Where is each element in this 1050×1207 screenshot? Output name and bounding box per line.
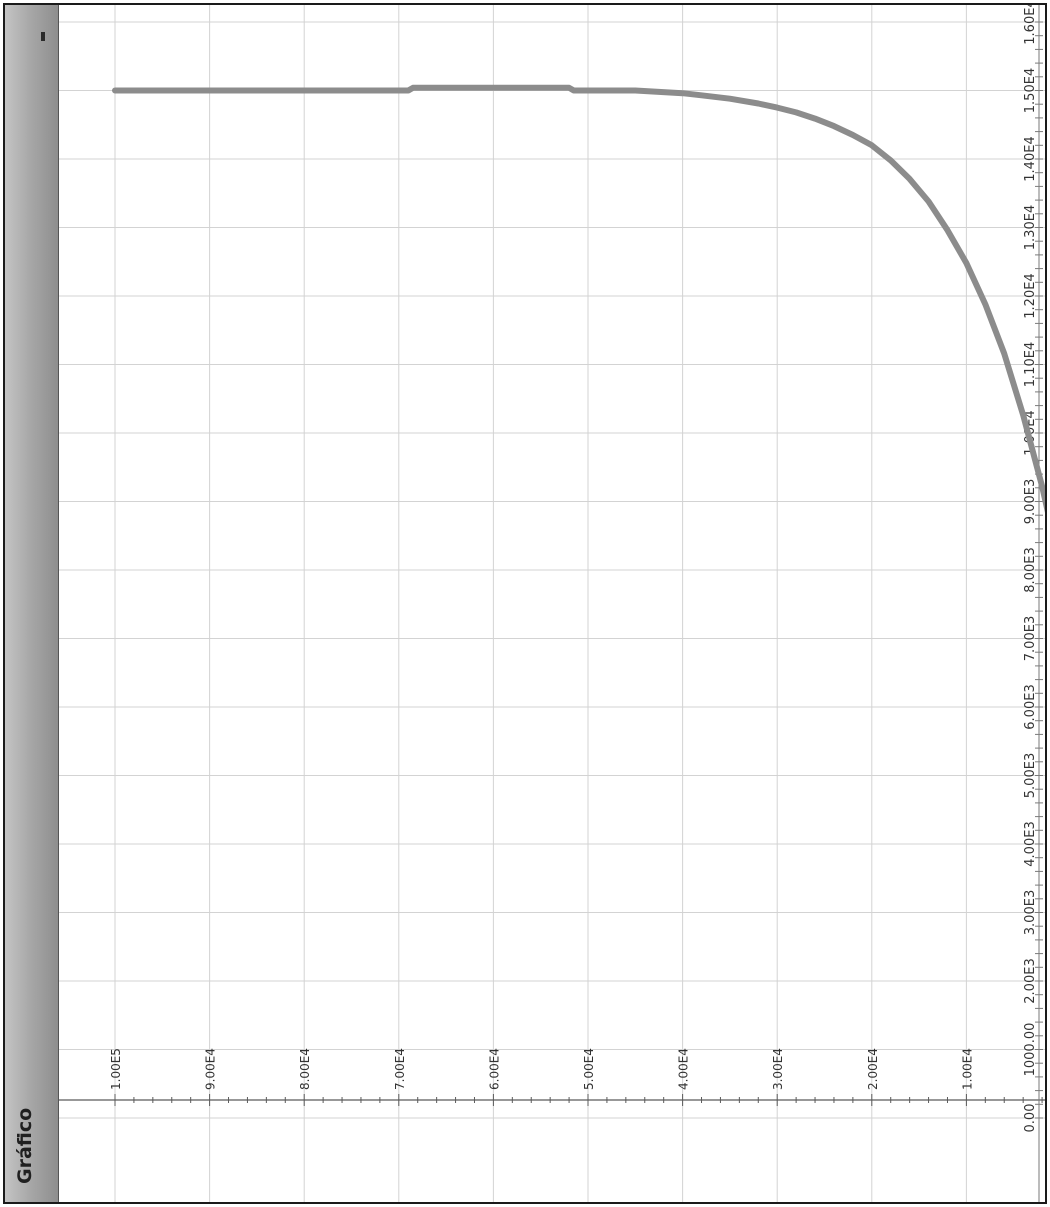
x-tick-label: 3.00E4: [771, 1048, 785, 1090]
y-tick-label: 9.00E3: [1023, 479, 1038, 524]
y-tick-label: 1.60E4: [1023, 5, 1038, 45]
series-line: [115, 88, 1045, 570]
panel-title: Gráfico: [16, 1108, 35, 1184]
x-tick-label: 9.00E4: [204, 1048, 218, 1090]
y-tick-label: 1.50E4: [1023, 68, 1038, 113]
y-tick-label: 5.00E3: [1023, 753, 1038, 798]
y-tick-label: 4.00E3: [1023, 821, 1038, 866]
y-tick-label: 3.00E3: [1023, 890, 1038, 935]
minimize-icon[interactable]: [41, 32, 45, 41]
y-tick-label: 1.20E4: [1023, 273, 1038, 318]
chart-svg: 1.00E5 9.00E4 8.00E4 7.00E4 6.00E4 5.00E4 4.00…: [59, 5, 1045, 1202]
x-tick-label: 7.00E4: [393, 1048, 407, 1090]
y-tick-label: 0.00: [1023, 1104, 1038, 1133]
x-tick-label: 1.00E5: [109, 1048, 123, 1090]
x-tick-label: 4.00E4: [677, 1048, 691, 1090]
x-tick-label: 2.00E4: [866, 1048, 880, 1090]
plot-area[interactable]: 1.00E5 9.00E4 8.00E4 7.00E4 6.00E4 5.00E4 4.00…: [59, 5, 1045, 1202]
y-tick-label: 1.10E4: [1023, 342, 1038, 387]
x-tick-label: 6.00E4: [487, 1048, 501, 1090]
y-tick-label: 1000.00: [1023, 1023, 1038, 1077]
panel-title-bar: Gráfico: [5, 5, 59, 1202]
x-tick-label: 5.00E4: [582, 1048, 596, 1090]
y-tick-label: 2.00E3: [1023, 958, 1038, 1003]
x-tick-label: 8.00E4: [298, 1048, 312, 1090]
y-tick-label: 7.00E3: [1023, 616, 1038, 661]
y-tick-label: 1.30E4: [1023, 205, 1038, 250]
y-tick-label: 1.40E4: [1023, 136, 1038, 181]
y-tick-label: 6.00E3: [1023, 684, 1038, 729]
y-tick-label: 8.00E3: [1023, 547, 1038, 592]
x-tick-label: 1.00E4: [960, 1048, 974, 1090]
